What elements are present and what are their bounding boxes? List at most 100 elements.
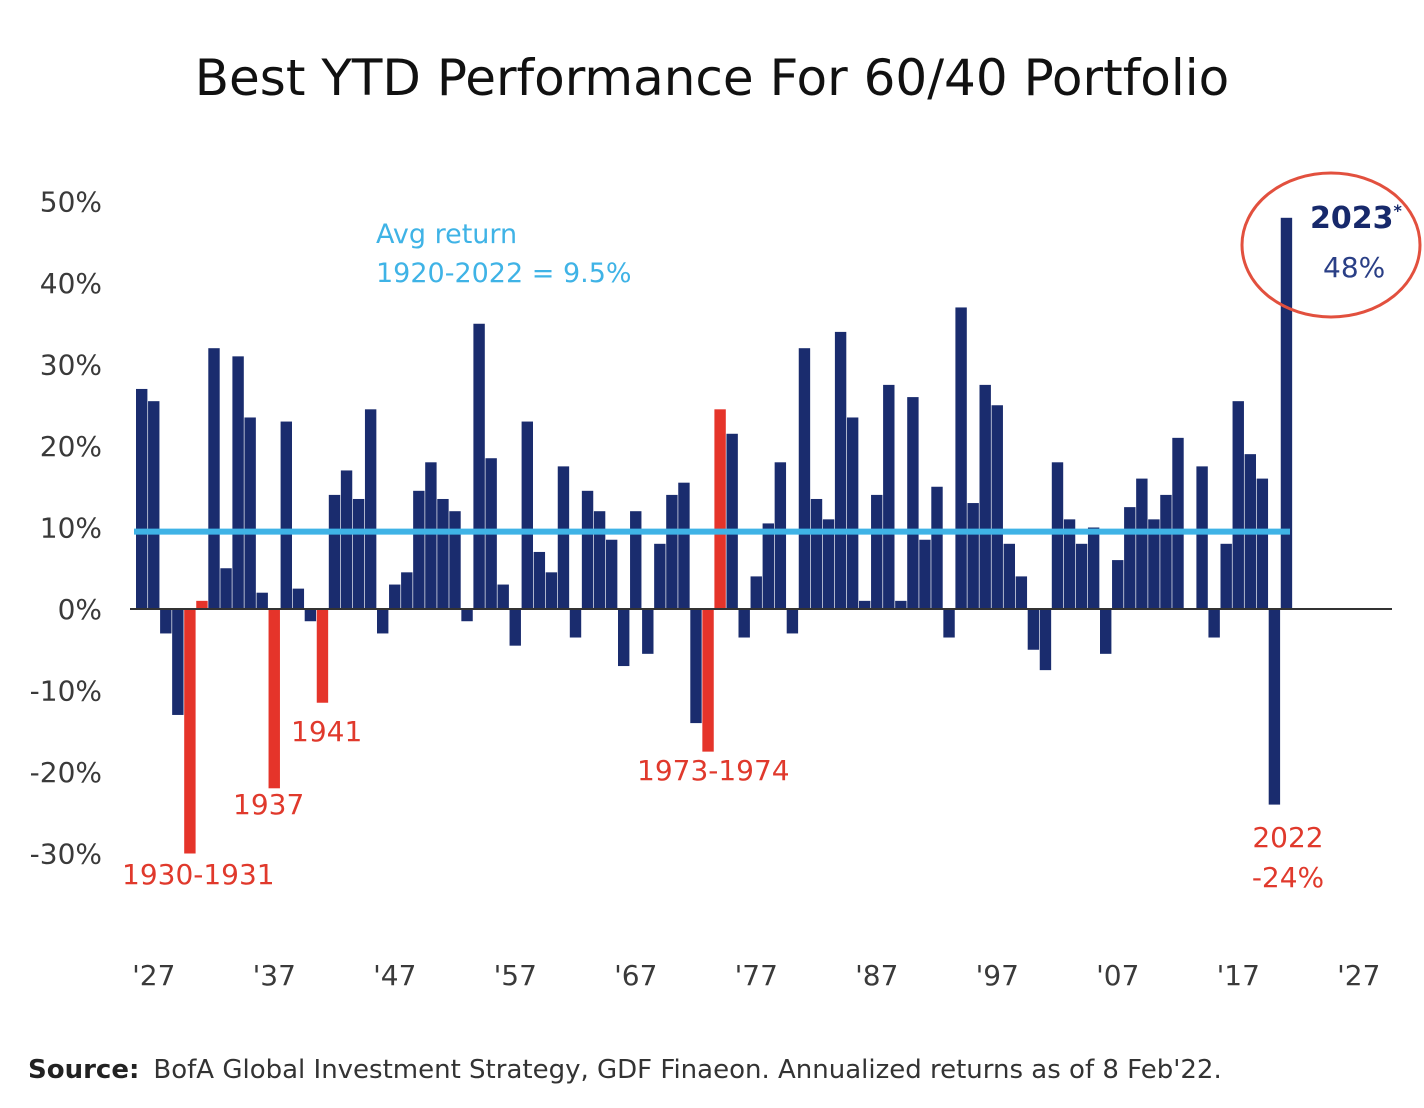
bar-1939 <box>292 588 305 610</box>
bar-1948 <box>401 572 413 609</box>
bar-1976 <box>738 609 750 638</box>
bar-1943 <box>340 470 353 609</box>
bar-1990 <box>907 397 919 609</box>
bar-2011 <box>1160 494 1172 609</box>
x-tick-label: '77 <box>735 959 778 992</box>
highlight-year-label: 2023* <box>1310 201 1403 236</box>
bar-1940 <box>304 609 317 622</box>
bar-2017 <box>1232 401 1244 609</box>
bar-2016 <box>1220 543 1232 609</box>
bar-1958 <box>521 421 533 609</box>
bar-1938 <box>280 421 292 609</box>
y-axis-ticks: 50% 40% 30% 20% 10% 0% -10% -20% -30% <box>30 186 102 871</box>
bar-2019 <box>1256 478 1269 609</box>
bar-2003 <box>1063 519 1076 609</box>
bar-1969 <box>654 543 666 609</box>
bar-2005 <box>1087 527 1100 609</box>
bar-2015 <box>1208 609 1220 638</box>
bar-1963 <box>581 490 594 609</box>
bar-1934 <box>232 356 244 609</box>
source-note: Source: BofA Global Investment Strategy, … <box>28 1055 1222 1085</box>
bar-1984 <box>834 331 847 609</box>
annotation-1930-1931: 1930-1931 <box>122 858 275 891</box>
bar-2007 <box>1112 560 1124 609</box>
bar-1978 <box>762 523 774 609</box>
bar-1942 <box>328 494 341 609</box>
bar-1947 <box>389 584 401 609</box>
x-tick-label: '87 <box>855 959 898 992</box>
bar-1935 <box>244 417 256 609</box>
bar-1951 <box>437 498 449 609</box>
bar-1996 <box>979 384 991 610</box>
bar-1930 <box>184 609 196 854</box>
x-tick-label: '47 <box>373 959 416 992</box>
x-tick-label: '17 <box>1217 959 1260 992</box>
bar-1936 <box>256 592 268 609</box>
x-tick-label: '97 <box>976 959 1019 992</box>
bar-1945 <box>364 409 377 609</box>
bar-1993 <box>943 609 955 638</box>
bar-1929 <box>172 609 184 715</box>
bar-1972 <box>690 609 702 724</box>
bar-1937 <box>268 609 280 789</box>
x-tick-label: '27 <box>1337 959 1380 992</box>
bar-1966 <box>618 609 630 667</box>
bar-1961 <box>557 466 570 610</box>
bar-1971 <box>678 482 690 609</box>
bar-1953 <box>461 609 473 622</box>
bar-1999 <box>1015 576 1028 609</box>
chart-title: Best YTD Performance For 60/40 Portfolio <box>195 49 1230 107</box>
y-tick-label: 40% <box>40 267 102 300</box>
bar-1944 <box>352 498 365 609</box>
bar-2012 <box>1172 437 1184 609</box>
x-tick-label: '37 <box>253 959 296 992</box>
bar-1946 <box>377 609 389 634</box>
bar-1950 <box>425 462 437 609</box>
annotation-1937: 1937 <box>233 788 304 821</box>
bar-1986 <box>859 600 871 609</box>
bar-1941 <box>316 609 329 703</box>
avg-return-label: Avg return <box>376 219 517 250</box>
bar-1977 <box>750 576 762 609</box>
bar-1998 <box>1003 543 1015 609</box>
bar-2014 <box>1196 466 1208 610</box>
highlight-circle <box>1240 171 1422 319</box>
bar-1965 <box>605 539 618 609</box>
bar-1970 <box>666 494 678 609</box>
bar-1962 <box>569 609 582 638</box>
x-tick-label: '67 <box>614 959 657 992</box>
bar-2008 <box>1124 507 1136 610</box>
bar-1968 <box>642 609 654 654</box>
bar-1988 <box>883 384 895 610</box>
bar-1967 <box>630 511 642 609</box>
bar-1973 <box>702 609 714 752</box>
bar-2010 <box>1148 519 1160 609</box>
annotation-2022-value: -24% <box>1252 861 1324 894</box>
bar-2020 <box>1268 609 1281 805</box>
bar-1959 <box>533 551 546 609</box>
bar-1954 <box>473 323 485 609</box>
bar-1983 <box>822 519 835 609</box>
bar-1980 <box>786 609 799 634</box>
bar-1957 <box>509 609 521 646</box>
bar-series <box>136 217 1293 854</box>
bar-2021 <box>1280 217 1293 610</box>
y-tick-label: 20% <box>40 430 102 463</box>
bar-1992 <box>931 486 943 609</box>
bar-1931 <box>196 600 208 609</box>
bar-1989 <box>895 600 907 609</box>
y-tick-label: 30% <box>40 349 102 382</box>
avg-return-period-label: 1920-2022 = 9.5% <box>376 258 632 289</box>
bar-2009 <box>1136 478 1148 609</box>
y-tick-label: -20% <box>30 756 102 789</box>
bar-1949 <box>413 490 425 609</box>
y-tick-label: -10% <box>30 675 102 708</box>
bar-1927 <box>148 401 160 609</box>
bar-1952 <box>449 511 461 609</box>
bar-2004 <box>1075 543 1088 609</box>
annotation-1973-1974: 1973-1974 <box>637 754 790 787</box>
bar-1981 <box>798 348 811 609</box>
bar-1932 <box>208 348 220 609</box>
x-tick-label: '27 <box>132 959 175 992</box>
x-axis-ticks: '27 '37 '47 '57 '67 '77 '87 '97 '07 '17 '27 <box>132 959 1380 992</box>
